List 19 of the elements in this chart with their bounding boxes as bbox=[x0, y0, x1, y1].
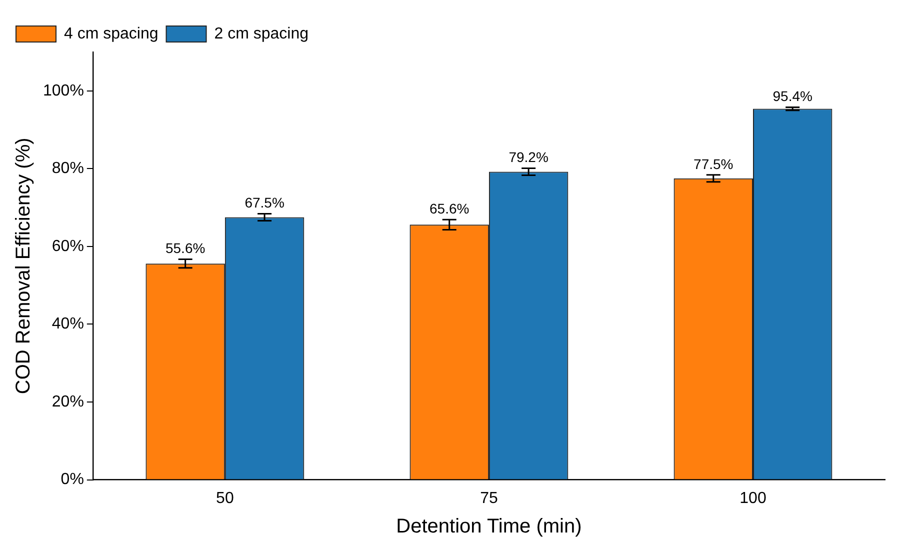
y-tick-label: 0% bbox=[60, 471, 84, 488]
x-tick-label: 100 bbox=[740, 490, 766, 507]
x-tick-label: 75 bbox=[480, 490, 498, 507]
y-tick-label: 80% bbox=[52, 160, 84, 178]
y-tick-label: 60% bbox=[52, 238, 84, 255]
data-label: 95.4% bbox=[772, 88, 812, 104]
legend-label: 4 cm spacing bbox=[64, 25, 158, 42]
data-label: 77.5% bbox=[694, 156, 734, 172]
y-tick-label: 100% bbox=[43, 82, 84, 100]
y-tick-label: 40% bbox=[52, 316, 84, 333]
data-label: 79.2% bbox=[508, 149, 548, 166]
legend-label: 2 cm spacing bbox=[214, 25, 309, 42]
y-tick-label: 20% bbox=[52, 393, 84, 410]
data-label: 65.6% bbox=[430, 200, 470, 216]
data-label: 67.5% bbox=[244, 194, 284, 211]
y-axis-title: COD Removal Efficiency (%) bbox=[12, 138, 35, 394]
data-label: 55.6% bbox=[165, 240, 206, 256]
x-axis-title: Detention Time (min) bbox=[396, 516, 582, 538]
x-tick-label: 50 bbox=[216, 490, 234, 507]
